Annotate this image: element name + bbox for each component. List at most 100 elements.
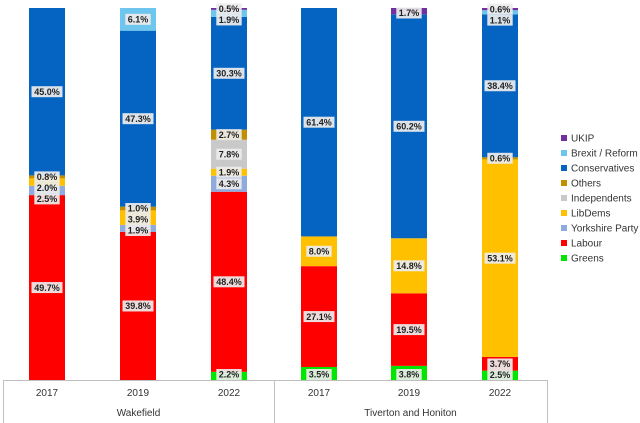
legend-label: Labour: [571, 239, 603, 250]
legend-swatch: [561, 240, 567, 246]
data-label-bg: [393, 260, 425, 272]
data-label-bg: [393, 120, 425, 132]
data-label-bg: [487, 358, 513, 370]
category-axis: 2017 2019 2022 Wakefield 2017 2019 2022 Tiverto…: [3, 380, 548, 423]
legend-swatch: [561, 210, 567, 216]
data-label-bg: [303, 116, 335, 128]
data-label-bg: [216, 129, 242, 141]
data-label-bg: [306, 245, 332, 257]
data-label-yorkshire-party: 4.3%: [219, 179, 240, 189]
x-tick-label: 2022: [489, 388, 512, 399]
data-label-conservatives: 38.4%: [487, 81, 513, 91]
data-label-bg: [125, 13, 151, 25]
data-label-bg: [125, 225, 151, 237]
data-label-greens: 3.5%: [309, 370, 330, 380]
x-tick-label: 2019: [127, 388, 150, 399]
data-label-libdems: 14.8%: [396, 261, 422, 271]
data-label-libdems: 3.9%: [128, 215, 149, 225]
data-label-bg: [216, 369, 242, 380]
legend-label: Greens: [571, 254, 604, 265]
legend-label: Yorkshire Party: [571, 224, 638, 235]
data-label-bg: [31, 86, 63, 98]
data-label-yorkshire-party: 2.5%: [37, 194, 58, 204]
legend-item-independents: Independents: [561, 194, 632, 205]
data-label-ukip: 1.7%: [399, 8, 420, 18]
legend-item-yorkshire-party: Yorkshire Party: [561, 224, 638, 235]
data-label-others: 0.8%: [37, 172, 58, 182]
data-label-conservatives: 47.3%: [125, 114, 151, 124]
data-label-labour: 39.8%: [125, 301, 151, 311]
legend-item-libdems: LibDems: [561, 209, 610, 220]
x-tick-label: 2017: [36, 388, 59, 399]
legend-label: Independents: [571, 194, 632, 205]
legend-item-others: Others: [561, 179, 601, 190]
legend-item-conservatives: Conservatives: [561, 164, 634, 175]
data-label-bg: [487, 369, 513, 381]
data-label-ukip: 0.5%: [219, 4, 240, 14]
data-label-bg: [484, 80, 516, 92]
data-label-bg: [31, 282, 63, 294]
data-label-others: 0.6%: [490, 153, 511, 163]
data-label-conservatives: 30.3%: [216, 68, 242, 78]
bar-tiverton-and-honiton-2017: 3.5% 27.1% 8.0% 61.4%: [301, 8, 337, 380]
legend-swatch: [561, 255, 567, 261]
legend-swatch: [561, 165, 567, 171]
data-label-conservatives: 61.4%: [306, 117, 332, 127]
data-label-libdems: 2.0%: [37, 183, 58, 193]
data-label-bg: [216, 178, 242, 190]
data-label-bg: [393, 324, 425, 336]
data-label-labour: 27.1%: [306, 312, 332, 322]
data-label-labour: 49.7%: [34, 283, 60, 293]
legend-swatch: [561, 150, 567, 156]
data-label-yorkshire-party: 1.9%: [128, 226, 149, 236]
data-label-bg: [487, 152, 513, 164]
data-label-conservatives: 60.2%: [396, 121, 422, 131]
data-label-bg: [213, 67, 245, 79]
data-label-bg: [216, 148, 242, 160]
bar-tiverton-and-honiton-2022: 2.5%3.7%53.1%0.6%38.4%1.1%0.6%: [482, 3, 518, 381]
bar-wakefield-2022: 2.2%48.4%4.3%1.9%7.8%2.7%30.3%1.9%0.5%: [211, 3, 247, 380]
data-label-greens: 3.8%: [399, 370, 420, 380]
bar-wakefield-2017: 49.7% 2.5%2.0%0.8% 45.0%: [29, 8, 65, 380]
data-label-bg: [216, 166, 242, 178]
x-tick-label: 2022: [218, 388, 241, 399]
data-label-bg: [396, 7, 422, 19]
bar-wakefield-2019: 39.8% 1.9%3.9%1.0% 47.3% 6.1%: [120, 8, 156, 380]
legend-item-ukip: UKIP: [561, 134, 595, 145]
data-label-independents: 7.8%: [219, 149, 240, 159]
data-label-others: 2.7%: [219, 130, 240, 140]
data-label-bg: [484, 252, 516, 264]
data-label-brexit-reform: 6.1%: [128, 15, 149, 25]
data-label-bg: [306, 369, 332, 380]
data-label-bg: [122, 113, 154, 125]
bar-tiverton-and-honiton-2019: 3.8% 19.5% 14.8% 60.2% 1.7%: [391, 7, 427, 380]
data-label-labour: 19.5%: [396, 325, 422, 335]
data-label-bg: [216, 3, 242, 15]
legend-label: Brexit / Reform: [571, 149, 638, 160]
x-group-label: Tiverton and Honiton: [364, 408, 456, 419]
data-label-greens: 2.5%: [490, 370, 511, 380]
data-label-bg: [122, 300, 154, 312]
legend-item-brexit-reform: Brexit / Reform: [561, 149, 638, 160]
data-label-libdems: 1.9%: [219, 167, 240, 177]
data-label-bg: [34, 193, 60, 205]
bars-layer: 49.7%2.5%2.0%0.8%45.0%39.8%1.9%3.9%1.0%4…: [29, 3, 518, 381]
data-label-greens: 2.2%: [219, 370, 240, 380]
data-label-labour: 48.4%: [216, 277, 242, 287]
legend-swatch: [561, 180, 567, 186]
data-label-libdems: 8.0%: [309, 246, 330, 256]
x-tick-label: 2019: [398, 388, 421, 399]
data-label-bg: [216, 14, 242, 26]
data-label-bg: [396, 369, 422, 380]
legend-label: UKIP: [571, 134, 595, 145]
legend-item-greens: Greens: [561, 254, 604, 265]
data-label-bg: [34, 182, 60, 194]
data-label-bg: [125, 214, 151, 226]
data-label-ukip: 0.6%: [490, 4, 511, 14]
data-label-brexit-reform: 1.1%: [490, 15, 511, 25]
legend-label: LibDems: [571, 209, 610, 220]
x-group-label: Wakefield: [117, 408, 161, 419]
legend-label: Others: [571, 179, 601, 190]
data-label-bg: [34, 171, 60, 183]
